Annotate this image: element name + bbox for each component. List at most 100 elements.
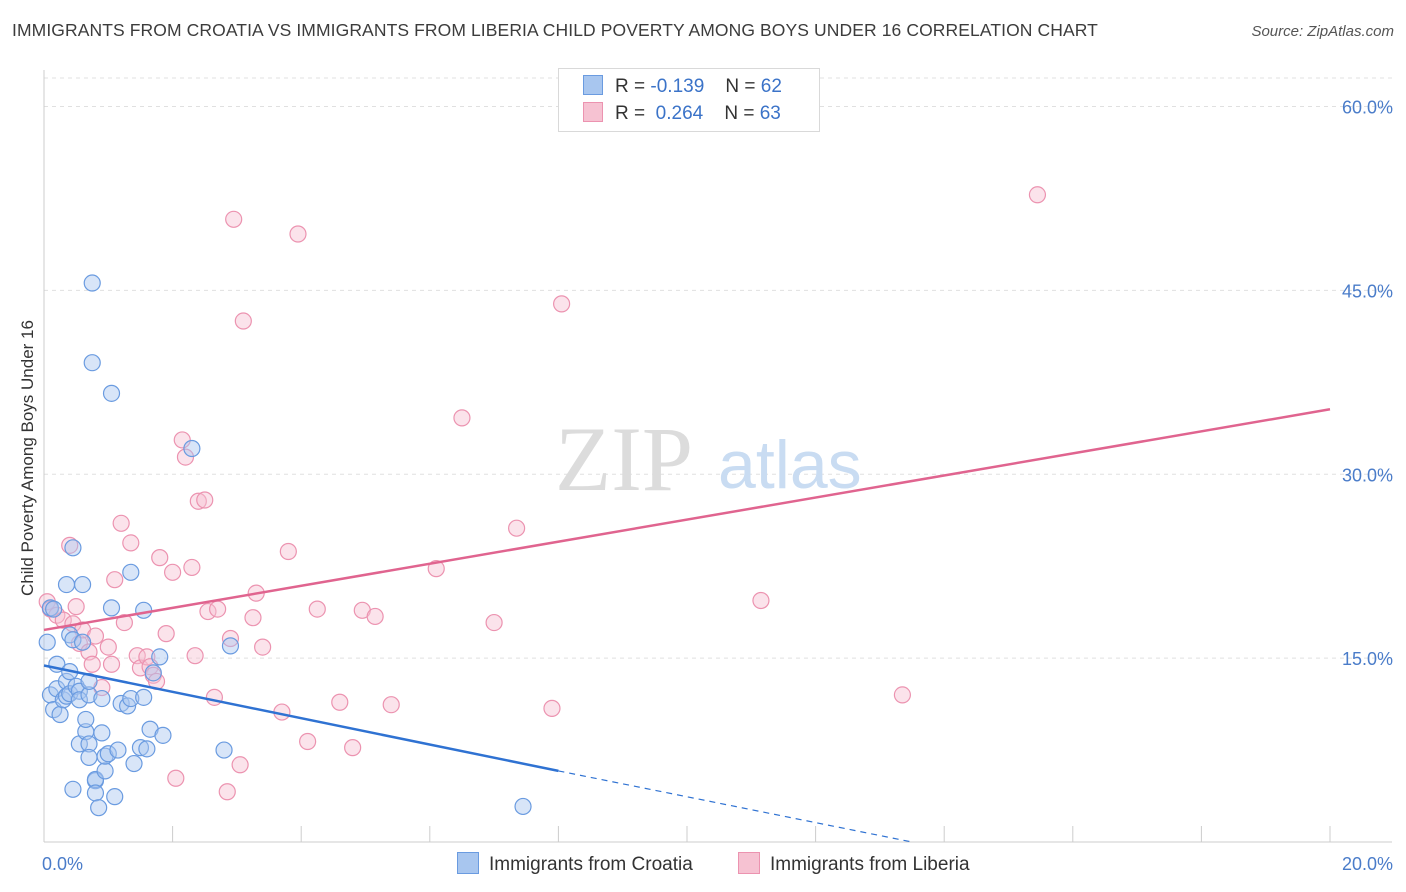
croatia-point-40 xyxy=(102,599,121,617)
watermark-zip: ZIP xyxy=(555,408,693,510)
liberia-point-32 xyxy=(186,647,204,665)
correlation-legend: R = -0.139 N = 62 R = 0.264 N = 63 xyxy=(558,68,820,132)
liberia-point-63 xyxy=(893,686,912,704)
liberia-point-42 xyxy=(234,312,252,330)
croatia-point-34 xyxy=(90,799,108,817)
liberia-point-26 xyxy=(157,625,175,643)
liberia-point-6 xyxy=(67,598,85,616)
liberia-point-62 xyxy=(752,591,770,610)
liberia-point-36 xyxy=(205,688,223,706)
croatia-point-55 xyxy=(151,648,169,666)
legend-row-liberia: R = 0.264 N = 63 xyxy=(583,102,781,126)
croatia-point-32 xyxy=(86,770,105,789)
liberia-point-57 xyxy=(453,409,471,427)
liberia-point-37 xyxy=(209,600,227,618)
croatia-legend-label: Immigrants from Croatia xyxy=(489,854,693,875)
liberia-point-30 xyxy=(176,448,195,466)
liberia-point-27 xyxy=(164,563,182,581)
liberia-point-15 xyxy=(106,571,124,589)
liberia-point-41 xyxy=(231,756,249,774)
croatia-point-24 xyxy=(77,710,95,729)
liberia-point-59 xyxy=(508,519,526,537)
liberia-point-48 xyxy=(289,225,307,243)
liberia-point-29 xyxy=(173,431,191,449)
n-label: N = xyxy=(724,103,755,124)
gridlines xyxy=(44,77,1392,659)
liberia-trend-line xyxy=(43,408,1331,632)
croatia-point-16 xyxy=(64,780,82,798)
liberia-point-13 xyxy=(99,638,117,656)
liberia-point-4 xyxy=(61,536,79,554)
croatia-point-37 xyxy=(96,762,114,780)
liberia-point-52 xyxy=(344,739,362,757)
y-tick-label-3: 60.0% xyxy=(1342,98,1393,118)
croatia-point-12 xyxy=(57,575,76,594)
liberia-point-18 xyxy=(122,534,140,552)
croatia-point-6 xyxy=(51,705,69,724)
x-tick-label-0: 0.0% xyxy=(42,854,83,874)
croatia-swatch xyxy=(583,75,603,95)
chart-title: IMMIGRANTS FROM CROATIA VS IMMIGRANTS FR… xyxy=(12,20,1098,40)
liberia-point-43 xyxy=(244,609,262,627)
croatia-point-13 xyxy=(61,626,79,644)
liberia-point-3 xyxy=(54,611,72,629)
croatia-point-15 xyxy=(64,539,82,557)
liberia-point-58 xyxy=(485,613,503,632)
croatia-point-51 xyxy=(135,688,153,706)
r-label: R = xyxy=(615,76,646,97)
croatia-point-61 xyxy=(45,600,63,618)
croatia-point-27 xyxy=(80,735,98,753)
liberia-point-38 xyxy=(218,783,236,801)
croatia-point-35 xyxy=(93,724,111,742)
croatia-point-26 xyxy=(80,672,98,691)
liberia-point-21 xyxy=(138,648,156,666)
liberia-point-40 xyxy=(225,210,243,228)
trend-lines xyxy=(43,408,1331,843)
liberia-legend-label: Immigrants from Liberia xyxy=(770,854,970,875)
liberia-point-10 xyxy=(83,655,101,673)
croatia-trend-line xyxy=(43,664,559,773)
liberia-point-28 xyxy=(167,769,185,787)
series-liberia-points xyxy=(38,186,1047,801)
liberia-point-61 xyxy=(553,295,571,313)
croatia-point-42 xyxy=(106,788,124,806)
liberia-point-54 xyxy=(366,607,384,626)
liberia-point-55 xyxy=(382,696,400,714)
croatia-point-58 xyxy=(215,741,233,759)
liberia-point-39 xyxy=(221,629,240,648)
liberia-point-25 xyxy=(151,549,169,567)
croatia-point-54 xyxy=(144,664,162,682)
liberia-point-60 xyxy=(543,699,561,717)
watermark: ZIP atlas xyxy=(555,408,862,510)
croatia-point-19 xyxy=(70,691,88,709)
liberia-n-value: 63 xyxy=(759,103,781,124)
liberia-point-51 xyxy=(331,693,349,711)
croatia-point-0 xyxy=(38,633,56,651)
croatia-point-57 xyxy=(183,439,201,458)
y-axis-label: Child Poverty Among Boys Under 16 xyxy=(18,320,37,596)
croatia-point-52 xyxy=(138,740,156,758)
liberia-point-56 xyxy=(427,560,445,578)
croatia-point-59 xyxy=(221,637,240,655)
legend-row-croatia: R = -0.139 N = 62 xyxy=(583,75,782,99)
croatia-point-43 xyxy=(109,741,127,759)
croatia-point-29 xyxy=(83,274,101,292)
croatia-point-49 xyxy=(131,739,150,757)
liberia-swatch xyxy=(583,102,603,122)
liberia-r-value: 0.264 xyxy=(655,103,704,124)
y-tick-label-2: 45.0% xyxy=(1342,281,1393,301)
croatia-point-41 xyxy=(102,384,121,402)
croatia-point-60 xyxy=(514,797,532,816)
croatia-n-value: 62 xyxy=(760,76,782,97)
croatia-r-value: -0.139 xyxy=(650,76,705,97)
liberia-point-45 xyxy=(254,638,272,656)
liberia-point-34 xyxy=(196,491,214,509)
liberia-point-64 xyxy=(1028,186,1047,204)
bottom-legend-croatia: Immigrants from Croatia xyxy=(457,852,693,876)
watermark-atlas: atlas xyxy=(718,427,862,503)
croatia-point-25 xyxy=(80,686,98,704)
croatia-point-46 xyxy=(122,563,140,581)
n-label: N = xyxy=(725,76,756,97)
croatia-point-50 xyxy=(135,601,153,619)
